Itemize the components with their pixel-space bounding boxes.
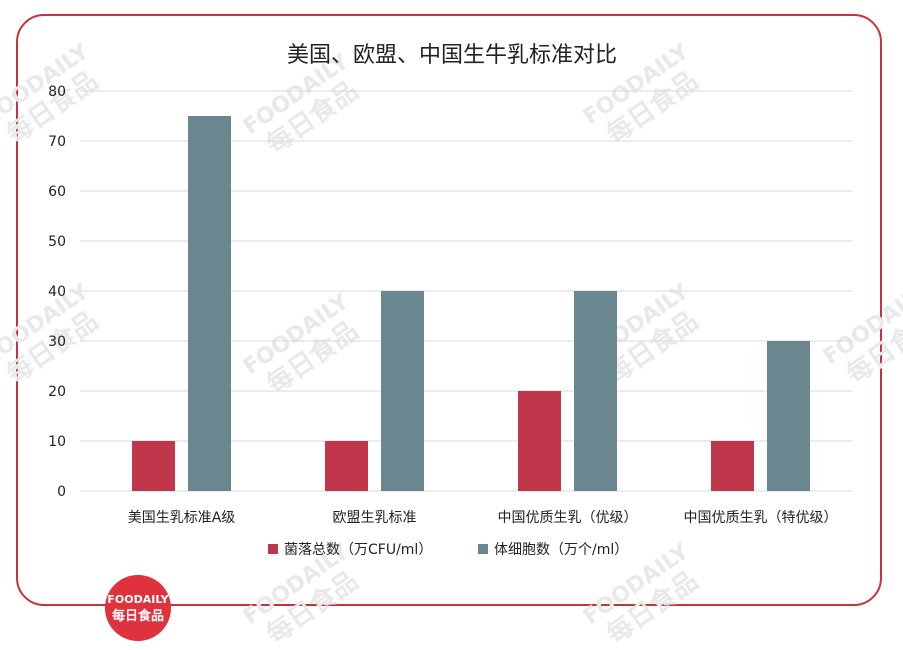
- bar-colony-3: [711, 441, 754, 491]
- y-tick-label: 0: [57, 484, 66, 500]
- y-tick-label: 60: [48, 184, 66, 200]
- y-tick-label: 30: [48, 334, 66, 350]
- bar-colony-1: [325, 441, 368, 491]
- x-category-label: 美国生乳标准A级: [128, 510, 236, 526]
- bar-colony-0: [132, 441, 175, 491]
- legend-label-colony: 菌落总数（万CFU/ml）: [284, 542, 432, 558]
- bar-layer: [132, 116, 810, 491]
- chart-frame: [16, 14, 882, 606]
- y-tick-label: 20: [48, 384, 66, 400]
- legend-swatch-colony: [268, 544, 278, 554]
- x-category-label: 中国优质生乳（优级）: [498, 510, 638, 526]
- y-tick-label: 40: [48, 284, 66, 300]
- logo-text-en: FOODAILY: [107, 593, 169, 606]
- logo-text-cn: 每日食品: [112, 608, 164, 624]
- legend-label-somatic: 体细胞数（万个/ml）: [494, 542, 628, 558]
- x-category-label: 欧盟生乳标准: [333, 510, 417, 526]
- y-tick-label: 80: [48, 84, 66, 100]
- y-axis-ticks: 0 10 20 30 40 50 60 70 80: [48, 84, 66, 500]
- y-tick-label: 50: [48, 234, 66, 250]
- y-tick-label: 10: [48, 434, 66, 450]
- bar-somatic-1: [381, 291, 424, 491]
- legend: 菌落总数（万CFU/ml） 体细胞数（万个/ml）: [268, 542, 628, 558]
- bar-colony-2: [518, 391, 561, 491]
- legend-swatch-somatic: [478, 544, 488, 554]
- x-category-label: 中国优质生乳（特优级）: [684, 510, 838, 526]
- chart-title: 美国、欧盟、中国生牛乳标准对比: [287, 43, 617, 68]
- bar-somatic-3: [767, 341, 810, 491]
- y-tick-label: 70: [48, 134, 66, 150]
- foodaily-logo: FOODAILY 每日食品: [105, 575, 171, 641]
- bar-somatic-2: [574, 291, 617, 491]
- bar-somatic-0: [188, 116, 231, 491]
- x-axis-categories: 美国生乳标准A级 欧盟生乳标准 中国优质生乳（优级） 中国优质生乳（特优级）: [128, 510, 838, 526]
- logo-circle: [105, 575, 171, 641]
